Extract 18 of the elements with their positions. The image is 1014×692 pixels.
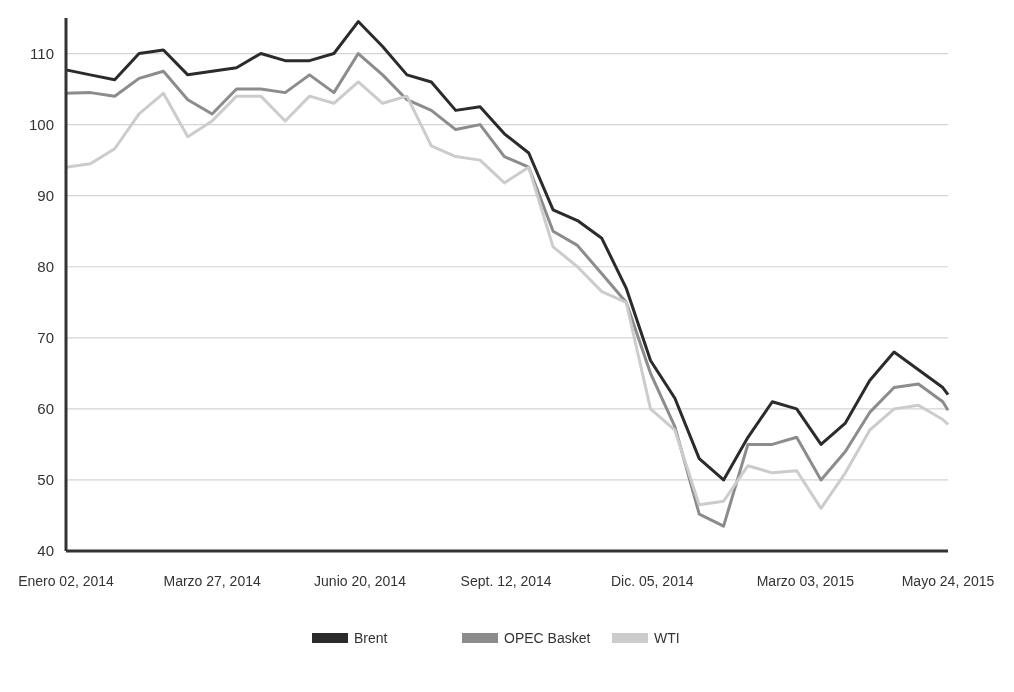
legend-label: OPEC Basket: [504, 629, 591, 646]
x-tick-label: Mayo 24, 2015: [901, 573, 995, 589]
legend-label: Brent: [354, 629, 388, 646]
y-tick-label: 90: [37, 186, 54, 204]
y-tick-label: 40: [37, 542, 54, 560]
y-tick-label: 50: [37, 471, 54, 489]
x-tick-label: Sept. 12, 2014: [460, 573, 552, 589]
x-tick-label: Junio 20, 2014: [314, 573, 407, 589]
x-tick-label: Marzo 03, 2015: [756, 573, 855, 589]
y-tick-label: 60: [37, 400, 54, 418]
legend-label: WTI: [654, 629, 680, 646]
y-tick-label: 110: [30, 44, 54, 62]
x-tick-label: Enero 02, 2014: [18, 573, 115, 589]
y-tick-label: 70: [37, 329, 54, 347]
y-tick-label: 80: [37, 257, 54, 275]
y-tick-label: 100: [28, 115, 54, 133]
x-tick-label: Dic. 05, 2014: [611, 573, 694, 589]
x-tick-label: Marzo 27, 2014: [163, 573, 261, 589]
